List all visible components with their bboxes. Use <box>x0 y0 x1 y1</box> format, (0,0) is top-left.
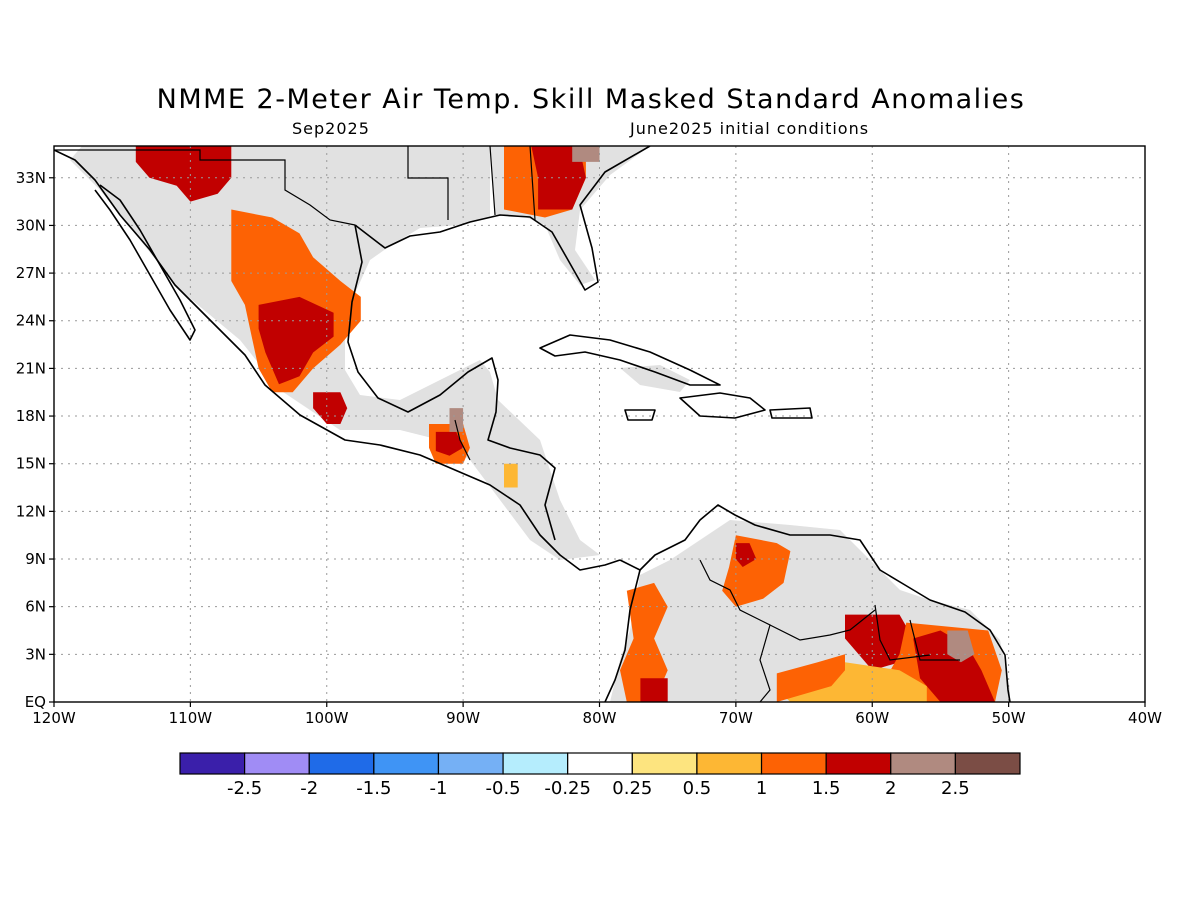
x-tick-label: 110W <box>169 709 213 727</box>
y-tick-label: 30N <box>16 216 46 234</box>
border-guatemala <box>454 419 471 461</box>
gridlines <box>54 146 1145 702</box>
x-tick-label: 60W <box>855 709 889 727</box>
coastlines <box>54 146 1011 702</box>
y-tick-label: 27N <box>16 264 46 282</box>
coast-mexico-gulf-side <box>347 224 556 541</box>
country-borders <box>54 146 960 702</box>
anomaly-venezuela-core <box>735 543 757 567</box>
colorbar-label: -2 <box>300 778 318 799</box>
anomaly-suriname-core <box>913 630 995 702</box>
colorbar-swatch <box>954 752 1021 775</box>
anomaly-colombia <box>620 582 668 702</box>
masked-mexico <box>70 146 600 560</box>
anomaly-south-mexico <box>313 392 348 424</box>
y-tick-label: 6N <box>25 598 46 616</box>
y-tick-label: 33N <box>16 169 46 187</box>
border-guyana <box>874 604 931 661</box>
y-tick-label: 12N <box>16 502 46 520</box>
colorbar-label: 1.5 <box>812 778 841 799</box>
x-tick-label: 40W <box>1128 709 1162 727</box>
y-tick-label: 18N <box>16 407 46 425</box>
anomaly-honduras <box>504 463 518 488</box>
colorbar-swatch <box>502 752 569 775</box>
coast-gulf-of-mexico <box>354 146 651 291</box>
coast-hispaniola <box>679 392 766 419</box>
anomaly-carolina-coast <box>572 146 600 162</box>
colorbar-label: 0.25 <box>612 778 652 799</box>
x-tick-label: 80W <box>583 709 617 727</box>
colorbar-swatch <box>825 752 892 775</box>
colorbar-swatch <box>244 752 310 775</box>
colorbar-swatch <box>631 752 698 775</box>
colorbar-swatch <box>567 752 633 775</box>
colorbar-label: -1.5 <box>356 778 391 799</box>
colorbar-label: -2.5 <box>227 778 262 799</box>
colorbar-label: 1 <box>756 778 767 799</box>
masked-cuba <box>620 365 690 392</box>
y-axis-ticks: EQ 3N 6N 9N 12N 15N 18N 21N 24N 27N 30N 33N <box>16 169 54 711</box>
colorbar-label: 0.5 <box>683 778 712 799</box>
x-tick-label: 70W <box>719 709 753 727</box>
y-tick-label: EQ <box>25 693 46 711</box>
y-tick-label: 15N <box>16 455 46 473</box>
colorbar-label: 2.5 <box>941 778 970 799</box>
border-us-states <box>407 146 536 221</box>
coast-north-america <box>54 149 621 571</box>
coast-cuba <box>539 334 721 386</box>
colorbar-label: 2 <box>885 778 896 799</box>
anomaly-belize <box>449 408 464 432</box>
map-title: NMME 2-Meter Air Temp. Skill Masked Stan… <box>156 84 1026 115</box>
colorbar: -2.5 -2 -1.5 -1 -0.5 -0.25 0.25 0.5 1 1.5 2 2.5 <box>179 752 1021 799</box>
x-tick-label: 50W <box>992 709 1026 727</box>
colorbar-swatch <box>890 752 956 775</box>
coast-jamaica <box>624 409 656 421</box>
colorbar-swatch <box>437 752 504 775</box>
y-tick-label: 9N <box>25 550 46 568</box>
colorbar-swatch <box>179 752 246 775</box>
colorbar-swatch <box>308 752 375 775</box>
map-plot-area <box>54 146 1145 702</box>
colorbar-label: -1 <box>429 778 447 799</box>
x-tick-label: 90W <box>446 709 480 727</box>
coast-puerto-rico <box>769 407 813 419</box>
border-colombia-venezuela <box>699 559 771 702</box>
colorbar-label: -0.25 <box>544 778 591 799</box>
target-month: Sep2025 <box>292 119 370 138</box>
x-axis-ticks: 120W 110W 100W 90W 80W 70W 60W 50W 40W <box>32 702 1162 727</box>
border-venezuela-brazil <box>769 609 876 641</box>
x-tick-label: 120W <box>32 709 76 727</box>
border-us-mexico <box>54 149 356 226</box>
colorbar-swatch <box>696 752 763 775</box>
coast-south-america <box>619 504 1011 702</box>
y-tick-label: 21N <box>16 359 46 377</box>
anomaly-french-guiana <box>947 630 975 663</box>
colorbar-swatch <box>760 752 827 775</box>
anomaly-central-mexico-core <box>258 296 334 385</box>
anomaly-fills <box>135 146 1002 702</box>
border-suriname <box>909 619 960 661</box>
y-tick-label: 3N <box>25 645 46 663</box>
anomaly-guyana <box>845 614 914 671</box>
colorbar-label: -0.5 <box>486 778 521 799</box>
anomaly-brazil-amazonas <box>776 654 845 702</box>
y-tick-label: 24N <box>16 312 46 330</box>
colorbar-swatch <box>373 752 440 775</box>
coast-colombia-pacific <box>604 569 641 702</box>
x-tick-label: 100W <box>305 709 349 727</box>
anomaly-guatemala-core <box>435 431 464 456</box>
initial-conditions: June2025 initial conditions <box>630 119 870 138</box>
coast-baja <box>94 184 196 341</box>
anomaly-colombia-south <box>640 678 668 702</box>
